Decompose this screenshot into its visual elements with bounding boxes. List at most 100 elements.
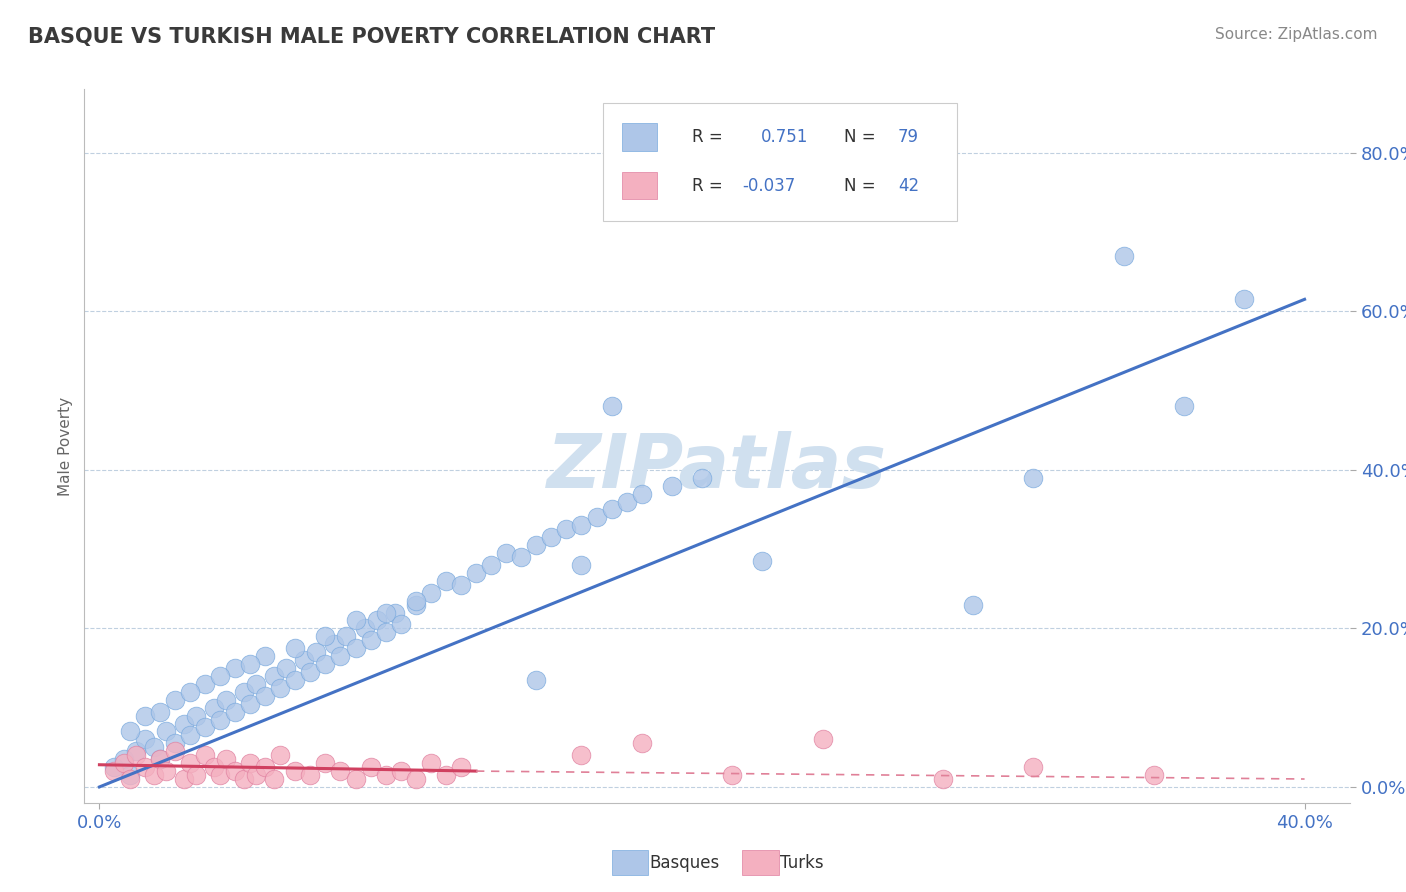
- Point: [173, 772, 195, 786]
- Point: [374, 606, 396, 620]
- Point: [510, 549, 533, 564]
- Point: [202, 760, 225, 774]
- Point: [751, 554, 773, 568]
- Point: [571, 518, 593, 533]
- Point: [163, 736, 186, 750]
- Point: [299, 665, 322, 679]
- Point: [276, 661, 298, 675]
- Point: [184, 708, 207, 723]
- Point: [299, 768, 322, 782]
- Point: [1173, 400, 1195, 414]
- Point: [215, 692, 238, 706]
- Point: [661, 478, 683, 492]
- Point: [450, 578, 472, 592]
- Point: [1022, 760, 1045, 774]
- Point: [314, 657, 336, 671]
- Point: [571, 748, 593, 763]
- Point: [179, 728, 201, 742]
- Point: [284, 641, 307, 656]
- Point: [194, 748, 217, 763]
- Point: [179, 756, 201, 771]
- Text: N =: N =: [844, 177, 875, 194]
- Point: [616, 494, 638, 508]
- Point: [690, 471, 713, 485]
- Point: [149, 752, 172, 766]
- Point: [233, 772, 256, 786]
- Point: [335, 629, 357, 643]
- Point: [118, 772, 141, 786]
- Text: 0.751: 0.751: [762, 128, 808, 146]
- Point: [323, 637, 346, 651]
- Point: [329, 649, 352, 664]
- Point: [208, 713, 231, 727]
- Point: [360, 760, 382, 774]
- Point: [600, 502, 623, 516]
- Point: [524, 673, 547, 687]
- Point: [479, 558, 502, 572]
- Point: [600, 400, 623, 414]
- Point: [149, 752, 172, 766]
- Point: [305, 645, 328, 659]
- Point: [284, 673, 307, 687]
- Point: [571, 558, 593, 572]
- Point: [630, 736, 652, 750]
- Point: [495, 546, 517, 560]
- Point: [389, 764, 412, 778]
- Point: [194, 677, 217, 691]
- Point: [811, 732, 834, 747]
- Point: [194, 721, 217, 735]
- Point: [134, 708, 156, 723]
- Point: [360, 633, 382, 648]
- Text: R =: R =: [692, 177, 723, 194]
- Point: [215, 752, 238, 766]
- Point: [932, 772, 955, 786]
- Text: ZIPatlas: ZIPatlas: [547, 431, 887, 504]
- Point: [1022, 471, 1045, 485]
- Point: [329, 764, 352, 778]
- Point: [314, 756, 336, 771]
- Text: 42: 42: [898, 177, 920, 194]
- Point: [1233, 293, 1256, 307]
- Point: [344, 614, 367, 628]
- Point: [269, 748, 291, 763]
- Point: [118, 768, 141, 782]
- Point: [269, 681, 291, 695]
- Point: [254, 649, 277, 664]
- Point: [179, 685, 201, 699]
- Point: [366, 614, 388, 628]
- Point: [353, 621, 375, 635]
- Point: [118, 724, 141, 739]
- FancyBboxPatch shape: [623, 123, 658, 151]
- Point: [585, 510, 607, 524]
- Point: [134, 732, 156, 747]
- FancyBboxPatch shape: [623, 172, 658, 199]
- Point: [434, 574, 457, 588]
- Point: [142, 740, 165, 755]
- Point: [1112, 249, 1135, 263]
- Point: [419, 585, 441, 599]
- Text: R =: R =: [692, 128, 723, 146]
- Point: [112, 752, 135, 766]
- FancyBboxPatch shape: [603, 103, 957, 221]
- Y-axis label: Male Poverty: Male Poverty: [58, 396, 73, 496]
- Point: [524, 538, 547, 552]
- Point: [224, 661, 246, 675]
- Point: [112, 756, 135, 771]
- Point: [254, 760, 277, 774]
- Text: BASQUE VS TURKISH MALE POVERTY CORRELATION CHART: BASQUE VS TURKISH MALE POVERTY CORRELATI…: [28, 27, 716, 46]
- Text: -0.037: -0.037: [742, 177, 796, 194]
- Point: [239, 697, 262, 711]
- Point: [555, 522, 578, 536]
- Point: [124, 748, 146, 763]
- Text: 79: 79: [898, 128, 920, 146]
- Text: Basques: Basques: [650, 854, 720, 871]
- Point: [103, 760, 125, 774]
- Point: [374, 768, 396, 782]
- Point: [155, 724, 177, 739]
- Point: [184, 768, 207, 782]
- Point: [173, 716, 195, 731]
- Point: [202, 700, 225, 714]
- Point: [254, 689, 277, 703]
- Point: [103, 764, 125, 778]
- Point: [224, 764, 246, 778]
